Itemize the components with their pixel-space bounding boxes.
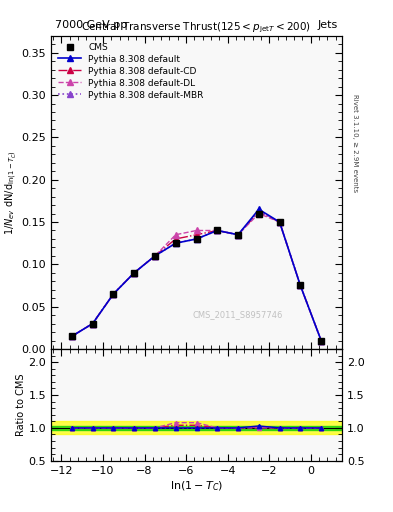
Pythia 8.308 default-CD: [194, 231, 199, 238]
Pythia 8.308 default-CD: [319, 337, 323, 344]
Pythia 8.308 default-DL: [132, 270, 136, 276]
Legend: CMS, Pythia 8.308 default, Pythia 8.308 default-CD, Pythia 8.308 default-DL, Pyt: CMS, Pythia 8.308 default, Pythia 8.308 …: [55, 40, 206, 102]
Pythia 8.308 default-DL: [152, 253, 157, 259]
Pythia 8.308 default-DL: [111, 291, 116, 297]
CMS: [152, 253, 157, 259]
Pythia 8.308 default: [111, 291, 116, 297]
Pythia 8.308 default-MBR: [132, 270, 136, 276]
Text: 7000 GeV pp: 7000 GeV pp: [55, 20, 127, 30]
Pythia 8.308 default: [173, 240, 178, 246]
Pythia 8.308 default-MBR: [277, 219, 282, 225]
Pythia 8.308 default-DL: [70, 333, 74, 339]
Pythia 8.308 default-CD: [257, 209, 261, 215]
Pythia 8.308 default: [132, 270, 136, 276]
Pythia 8.308 default-MBR: [215, 227, 220, 233]
CMS: [277, 219, 282, 225]
Line: Pythia 8.308 default-DL: Pythia 8.308 default-DL: [69, 211, 324, 343]
Pythia 8.308 default: [277, 219, 282, 225]
CMS: [257, 210, 261, 217]
Pythia 8.308 default: [70, 333, 74, 339]
Pythia 8.308 default: [257, 206, 261, 212]
X-axis label: $\ln(1-T_C)$: $\ln(1-T_C)$: [170, 480, 223, 494]
Line: CMS: CMS: [68, 210, 325, 344]
Pythia 8.308 default-MBR: [152, 253, 157, 259]
Pythia 8.308 default-CD: [111, 291, 116, 297]
Pythia 8.308 default-CD: [215, 227, 220, 233]
Pythia 8.308 default-MBR: [194, 236, 199, 242]
Pythia 8.308 default-DL: [173, 231, 178, 238]
Pythia 8.308 default-MBR: [257, 208, 261, 214]
Pythia 8.308 default-DL: [236, 231, 241, 238]
Y-axis label: $1/N_{ev}$ dN/d$_{\ln(1-T_C)}$: $1/N_{ev}$ dN/d$_{\ln(1-T_C)}$: [3, 150, 19, 235]
Pythia 8.308 default-CD: [277, 219, 282, 225]
Line: Pythia 8.308 default-CD: Pythia 8.308 default-CD: [69, 209, 324, 343]
CMS: [194, 236, 199, 242]
Line: Pythia 8.308 default: Pythia 8.308 default: [69, 206, 324, 343]
Bar: [51, 426, 342, 430]
Pythia 8.308 default-CD: [132, 270, 136, 276]
Pythia 8.308 default-DL: [257, 210, 261, 217]
Pythia 8.308 default-CD: [90, 321, 95, 327]
Pythia 8.308 default: [152, 253, 157, 259]
Pythia 8.308 default-DL: [194, 227, 199, 233]
Text: Jets: Jets: [318, 20, 338, 30]
Pythia 8.308 default-CD: [152, 253, 157, 259]
Pythia 8.308 default: [298, 283, 303, 289]
Pythia 8.308 default-DL: [90, 321, 95, 327]
Pythia 8.308 default: [319, 337, 323, 344]
Text: CMS_2011_S8957746: CMS_2011_S8957746: [193, 311, 283, 319]
Title: Central Transverse Thrust$(125 < p_{\mathregular{jet}T} < 200)$: Central Transverse Thrust$(125 < p_{\mat…: [81, 20, 312, 35]
Pythia 8.308 default-DL: [298, 283, 303, 289]
Y-axis label: Ratio to CMS: Ratio to CMS: [16, 374, 26, 436]
CMS: [111, 291, 116, 297]
Pythia 8.308 default: [215, 227, 220, 233]
Line: Pythia 8.308 default-MBR: Pythia 8.308 default-MBR: [69, 208, 324, 343]
Pythia 8.308 default-MBR: [319, 337, 323, 344]
Pythia 8.308 default: [194, 236, 199, 242]
Pythia 8.308 default: [236, 231, 241, 238]
Pythia 8.308 default-CD: [298, 283, 303, 289]
CMS: [215, 227, 220, 233]
Pythia 8.308 default-DL: [277, 219, 282, 225]
Pythia 8.308 default-MBR: [90, 321, 95, 327]
CMS: [236, 231, 241, 238]
CMS: [70, 333, 74, 339]
Pythia 8.308 default-CD: [173, 236, 178, 242]
Pythia 8.308 default-CD: [70, 333, 74, 339]
Pythia 8.308 default-MBR: [70, 333, 74, 339]
Pythia 8.308 default: [90, 321, 95, 327]
Pythia 8.308 default-DL: [215, 227, 220, 233]
Pythia 8.308 default-MBR: [298, 283, 303, 289]
Bar: [51, 421, 342, 435]
Pythia 8.308 default-CD: [236, 231, 241, 238]
CMS: [132, 270, 136, 276]
CMS: [319, 337, 323, 344]
Text: Rivet 3.1.10, ≥ 2.9M events: Rivet 3.1.10, ≥ 2.9M events: [352, 94, 358, 193]
Pythia 8.308 default-MBR: [111, 291, 116, 297]
Pythia 8.308 default-MBR: [173, 240, 178, 246]
CMS: [90, 321, 95, 327]
CMS: [298, 283, 303, 289]
Pythia 8.308 default-MBR: [236, 231, 241, 238]
Pythia 8.308 default-DL: [319, 337, 323, 344]
CMS: [173, 240, 178, 246]
